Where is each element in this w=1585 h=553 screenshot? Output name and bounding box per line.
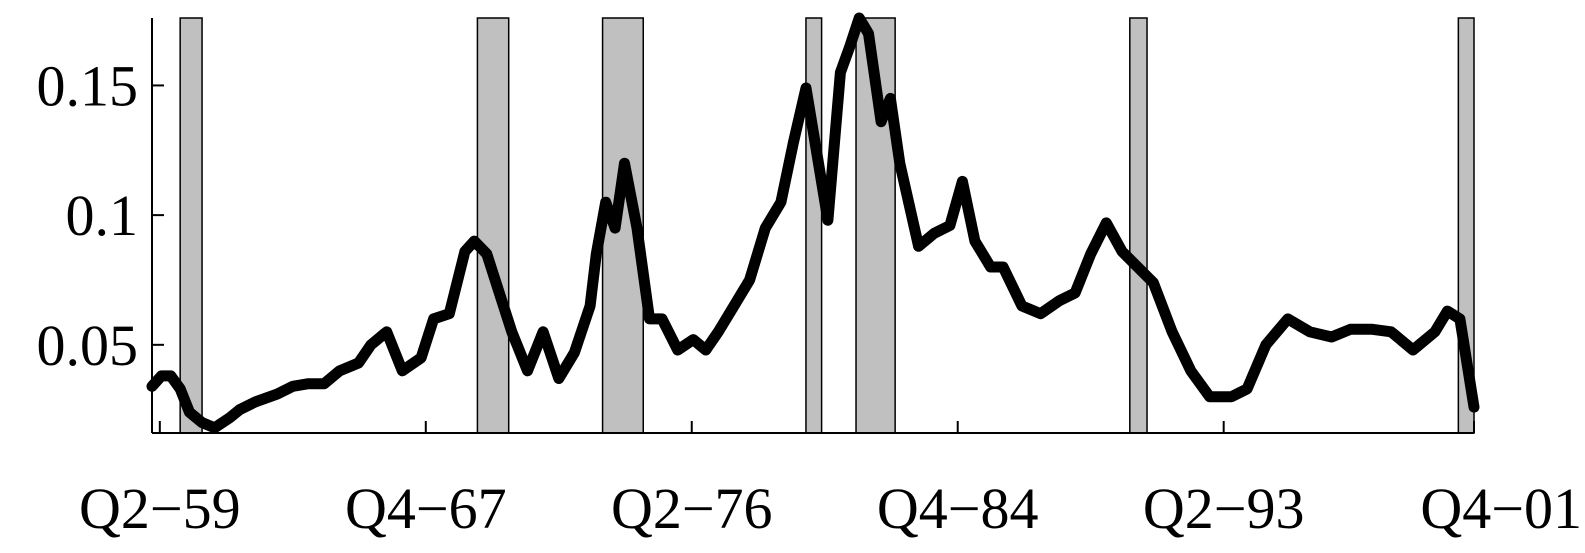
- x-tick-label-2: Q2−76: [611, 476, 773, 541]
- recession-band-3: [805, 17, 823, 434]
- ticks: 0.05 0.1 0.15 Q2−59 Q4−67 Q2−76 Q4−84 Q2−93 Q4−0…: [37, 53, 1583, 541]
- x-tick-label-5: Q4−01: [1420, 476, 1582, 541]
- x-tick-label-1: Q4−67: [345, 476, 507, 541]
- recession-bands: [179, 17, 1475, 434]
- recession-band-5: [1129, 17, 1148, 434]
- recession-band-0: [179, 17, 203, 434]
- series: [146, 12, 1480, 434]
- y-tick-label-2: 0.15: [37, 53, 139, 118]
- x-tick-label-0: Q2−59: [79, 476, 241, 541]
- recession-band-1: [476, 17, 510, 434]
- axes: [151, 18, 1474, 434]
- x-tick-label-3: Q4−84: [877, 476, 1039, 541]
- y-tick-label-1: 0.1: [66, 183, 139, 248]
- x-tick-label-4: Q2−93: [1143, 476, 1305, 541]
- y-tick-label-0: 0.05: [37, 313, 139, 378]
- series-line-0: [146, 12, 1480, 434]
